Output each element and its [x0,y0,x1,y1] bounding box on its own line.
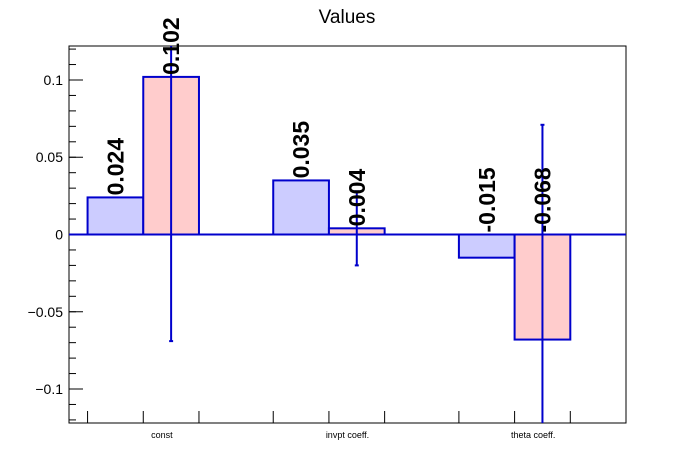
data-label: -0.015 [474,167,500,232]
y-tick-label: 0.1 [44,72,64,88]
category-label: theta coeff. [511,430,555,440]
y-tick-label: 0.05 [36,149,63,165]
bar [457,233,516,259]
data-label: 0.024 [102,138,128,196]
y-tick-label: 0 [55,227,63,243]
bar [86,196,145,236]
y-tick-label: −0.05 [28,304,64,320]
category-label: const [151,430,173,440]
y-tick-label: −0.1 [35,381,63,397]
data-label: -0.068 [529,167,555,232]
category-label: invpt coeff. [326,430,369,440]
data-label: 0.102 [158,17,184,75]
data-label: 0.035 [288,121,314,179]
chart-title: Values [319,7,376,28]
bar [272,179,330,236]
data-label: 0.004 [344,169,370,227]
